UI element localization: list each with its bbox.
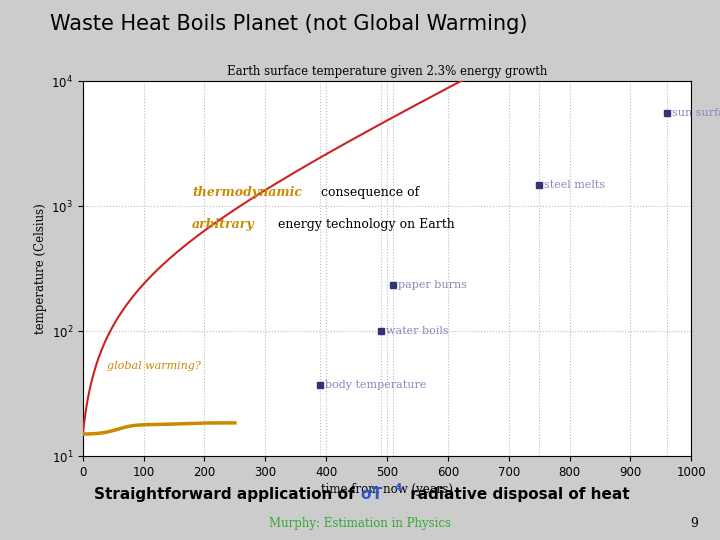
Text: Waste Heat Boils Planet (not Global Warming): Waste Heat Boils Planet (not Global Warm… — [50, 14, 528, 33]
Text: 9: 9 — [690, 517, 698, 530]
Title: Earth surface temperature given 2.3% energy growth: Earth surface temperature given 2.3% ene… — [227, 65, 547, 78]
Text: Murphy: Estimation in Physics: Murphy: Estimation in Physics — [269, 517, 451, 530]
Text: consequence of: consequence of — [317, 186, 419, 199]
Text: water boils: water boils — [386, 326, 449, 336]
Text: thermodynamic: thermodynamic — [192, 186, 302, 199]
Text: σT: σT — [360, 487, 382, 502]
Text: arbitrary: arbitrary — [192, 218, 255, 231]
Text: 4: 4 — [395, 483, 402, 492]
Text: paper burns: paper burns — [398, 280, 467, 290]
X-axis label: time from now (years): time from now (years) — [321, 483, 453, 496]
Text: radiative disposal of heat: radiative disposal of heat — [405, 487, 629, 502]
Text: energy technology on Earth: energy technology on Earth — [274, 218, 455, 231]
Text: sun surface temperature: sun surface temperature — [672, 109, 720, 118]
Text: Straightforward application of: Straightforward application of — [94, 487, 360, 502]
Text: steel melts: steel melts — [544, 180, 605, 190]
Y-axis label: temperature (Celsius): temperature (Celsius) — [34, 203, 47, 334]
Text: body temperature: body temperature — [325, 380, 426, 390]
Text: global warming?: global warming? — [107, 361, 201, 371]
